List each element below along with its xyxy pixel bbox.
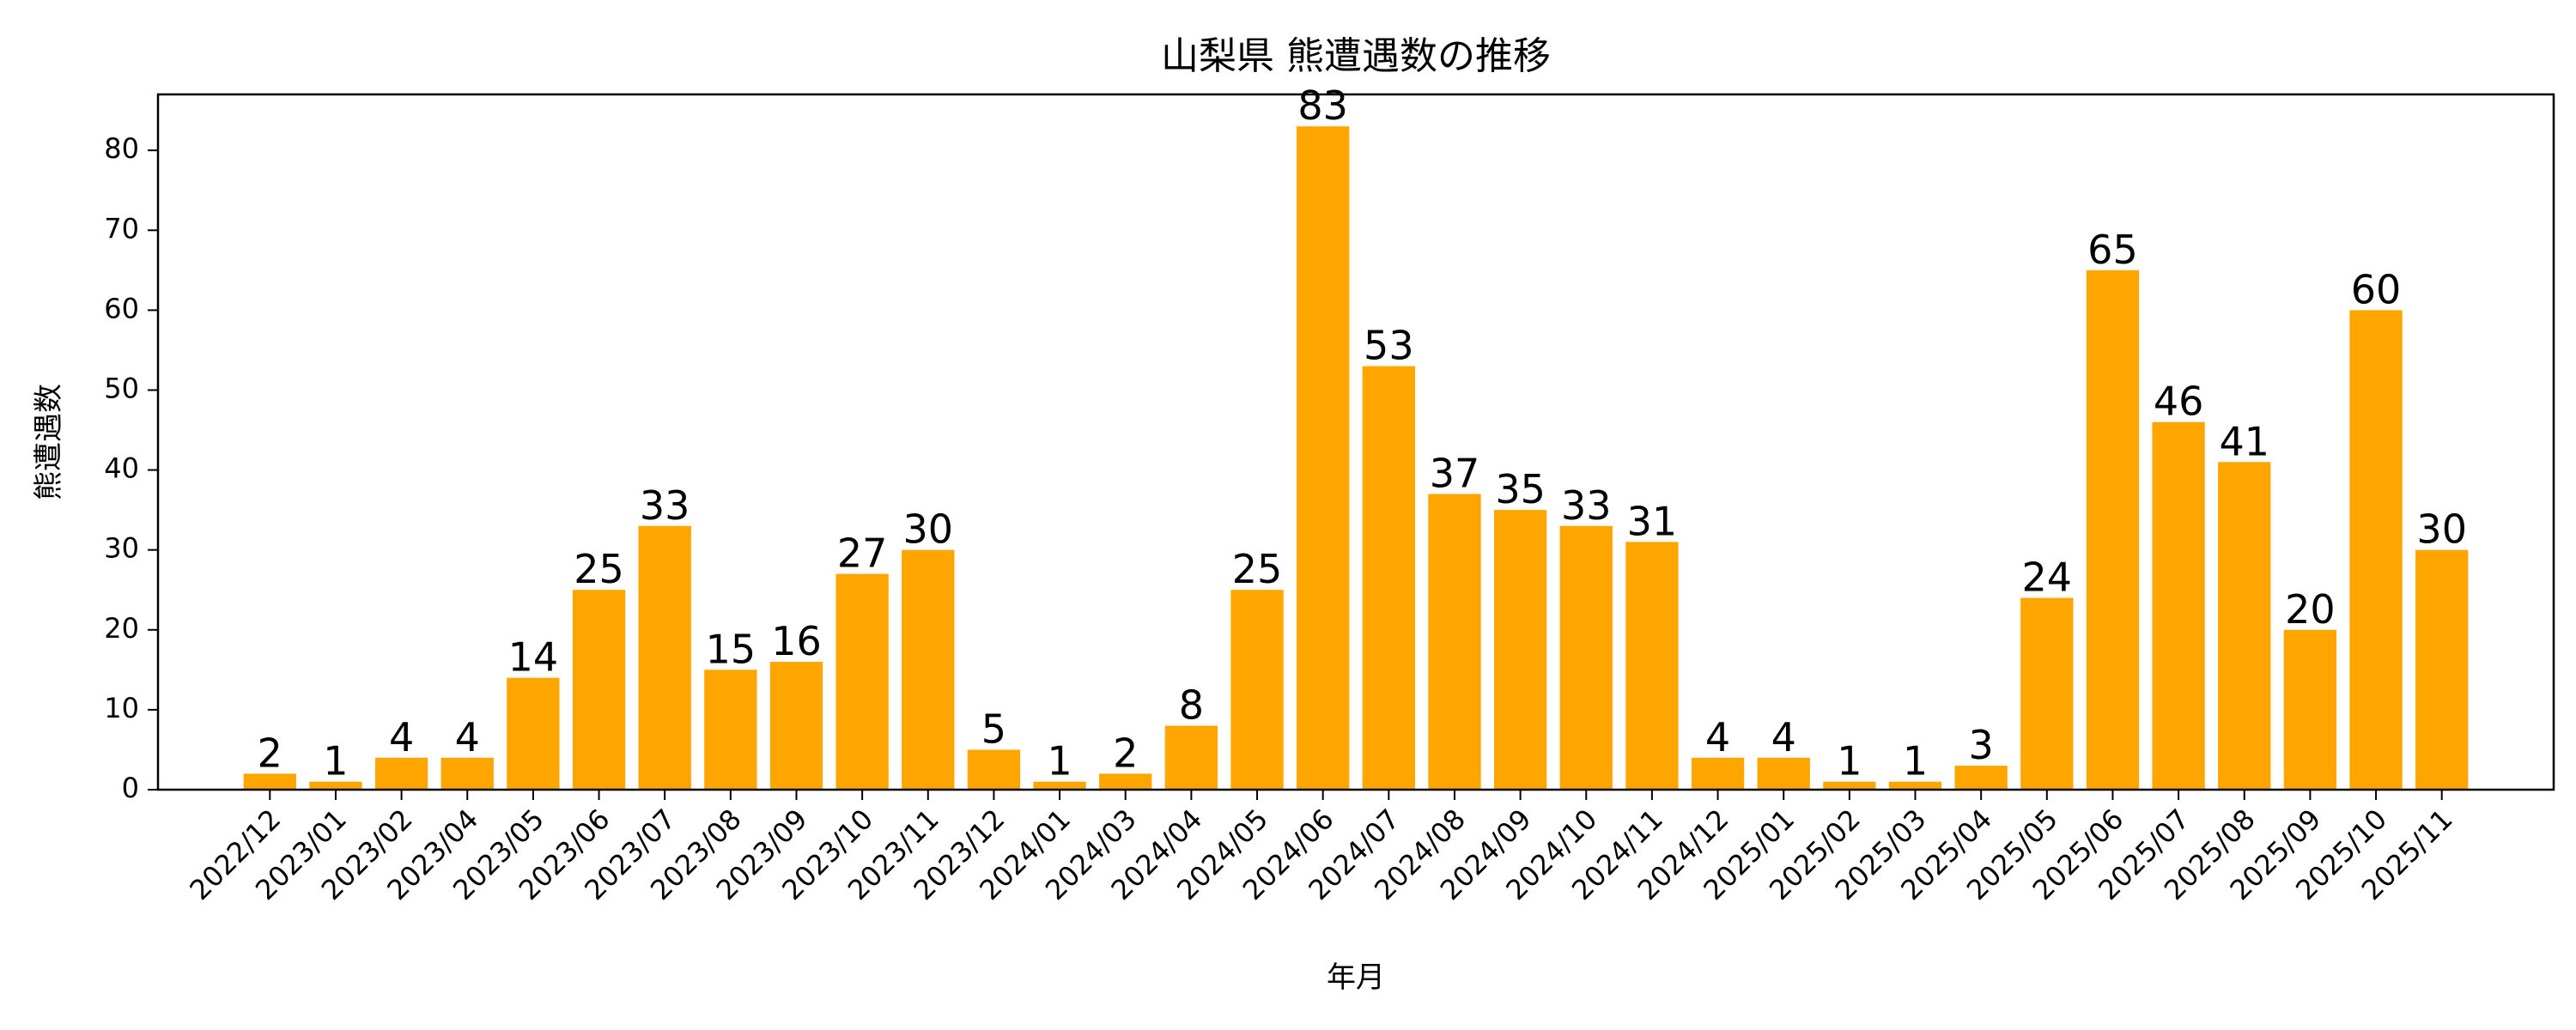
data-label: 46: [2154, 379, 2204, 425]
bar: [1888, 781, 1942, 790]
bar: [638, 525, 691, 790]
bar: [1164, 725, 1218, 790]
bar: [572, 590, 626, 790]
data-label: 4: [389, 714, 414, 760]
bar: [769, 662, 823, 790]
data-label: 30: [903, 506, 954, 553]
data-label: 2: [258, 730, 283, 776]
bar: [2152, 421, 2205, 790]
y-tick-label: 70: [104, 212, 139, 245]
bar: [2283, 629, 2337, 790]
data-label: 5: [981, 706, 1006, 752]
data-label: 8: [1179, 682, 1204, 729]
data-label: 20: [2285, 586, 2336, 633]
bar: [374, 757, 428, 790]
data-label: 31: [1627, 498, 1678, 544]
y-tick-label: 20: [104, 612, 139, 645]
x-axis-label: 年月: [1327, 960, 1385, 995]
data-label: 53: [1364, 323, 1414, 369]
data-label: 27: [837, 530, 888, 577]
bar: [2020, 597, 2074, 790]
data-label: 16: [771, 618, 822, 664]
data-label: 65: [2087, 227, 2138, 273]
bar: [309, 781, 362, 790]
plot-frame: [156, 93, 2555, 791]
data-label: 60: [2351, 266, 2402, 312]
y-axis: 0 10 20 30 40 50 60 70 80: [104, 132, 158, 804]
y-tick-label: 80: [104, 132, 139, 165]
x-axis: 2022/122023/012023/022023/042023/052023/…: [183, 790, 2459, 906]
data-label: 25: [1232, 546, 1283, 592]
bar: [507, 677, 560, 790]
bar: [902, 549, 955, 790]
bar: [1033, 781, 1086, 790]
bar: [440, 757, 494, 790]
y-axis-label: 熊遭遇数: [32, 384, 66, 500]
data-label: 1: [1903, 738, 1928, 785]
bar: [1691, 757, 1745, 790]
bar: [243, 773, 296, 790]
data-label: 4: [1705, 714, 1730, 760]
y-tick-label: 40: [104, 452, 139, 485]
data-label: 14: [508, 634, 559, 681]
y-tick-label: 50: [104, 372, 139, 404]
y-tick-label: 0: [122, 772, 139, 804]
data-label: 33: [1561, 482, 1612, 529]
data-label: 4: [455, 714, 480, 760]
bar: [1823, 781, 1876, 790]
y-tick-label: 30: [104, 532, 139, 565]
y-tick-label: 60: [104, 292, 139, 324]
bar: [1230, 590, 1284, 790]
bar: [2415, 549, 2469, 790]
data-label: 1: [1837, 738, 1862, 785]
data-label: 37: [1430, 451, 1480, 497]
bar: [1954, 766, 2008, 790]
bar: [2086, 270, 2140, 790]
bar: [1428, 494, 1481, 790]
bar: [1362, 366, 1415, 790]
data-label: 25: [574, 546, 624, 592]
data-label: 33: [640, 482, 690, 529]
bar: [835, 573, 889, 790]
bar: [1559, 525, 1613, 790]
data-label: 24: [2022, 554, 2073, 601]
bar: [1493, 510, 1547, 790]
data-label: 1: [323, 738, 348, 785]
bar: [2218, 462, 2271, 790]
bar: [704, 670, 757, 790]
bar: [967, 749, 1021, 790]
data-label: 4: [1771, 714, 1796, 760]
bar: [1757, 757, 1810, 790]
data-label: 35: [1495, 466, 1546, 512]
bar: [1297, 126, 1350, 790]
data-label: 2: [1113, 730, 1138, 776]
data-label: 3: [1969, 722, 1994, 768]
data-label: 30: [2416, 506, 2467, 553]
bar: [1625, 542, 1679, 790]
bars-layer: [243, 126, 2469, 791]
bar: [1099, 773, 1152, 790]
chart-title: 山梨県 熊遭遇数の推移: [1161, 34, 1551, 78]
data-label: 41: [2219, 418, 2269, 464]
data-label: 83: [1297, 82, 1348, 129]
bar: [2349, 310, 2403, 791]
y-tick-label: 10: [104, 692, 139, 724]
data-label: 15: [706, 626, 756, 672]
data-label: 1: [1047, 738, 1072, 785]
